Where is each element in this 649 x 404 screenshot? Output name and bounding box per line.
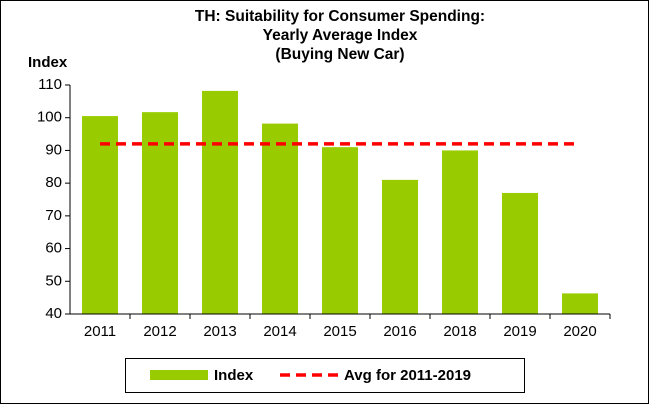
y-tick-label: 50 xyxy=(45,272,62,289)
y-tick-label: 60 xyxy=(45,240,62,257)
y-tick-label: 110 xyxy=(38,76,62,93)
x-tick-label: 2012 xyxy=(143,323,176,340)
x-tick-label: 2018 xyxy=(443,323,476,340)
bar xyxy=(502,192,538,314)
bar xyxy=(322,147,358,314)
bar xyxy=(142,112,178,314)
chart-title: TH: Suitability for Consumer Spending: xyxy=(195,8,485,25)
x-tick-label: 2011 xyxy=(84,323,116,340)
y-tick-label: 70 xyxy=(45,207,62,224)
bar xyxy=(562,293,598,314)
bar xyxy=(442,150,478,314)
x-tick-label: 2016 xyxy=(383,323,416,340)
chart-title: Yearly Average Index xyxy=(263,27,418,44)
chart-title: (Buying New Car) xyxy=(275,46,404,63)
y-tick-label: 40 xyxy=(45,305,62,322)
legend-label: Avg for 2011-2019 xyxy=(344,367,471,384)
bar xyxy=(262,123,298,314)
legend-label: Index xyxy=(214,367,254,384)
x-tick-label: 2019 xyxy=(503,323,536,340)
bar xyxy=(202,90,238,314)
x-tick-label: 2013 xyxy=(203,323,236,340)
y-tick-label: 80 xyxy=(45,174,62,191)
x-tick-label: 2020 xyxy=(563,323,596,340)
bar xyxy=(82,116,118,314)
x-tick-label: 2015 xyxy=(323,323,356,340)
bar xyxy=(382,179,418,314)
legend-swatch xyxy=(150,370,208,380)
y-tick-label: 100 xyxy=(37,109,62,126)
y-axis-label: Index xyxy=(28,54,68,71)
x-tick-label: 2014 xyxy=(263,323,296,340)
y-tick-label: 90 xyxy=(45,141,62,158)
